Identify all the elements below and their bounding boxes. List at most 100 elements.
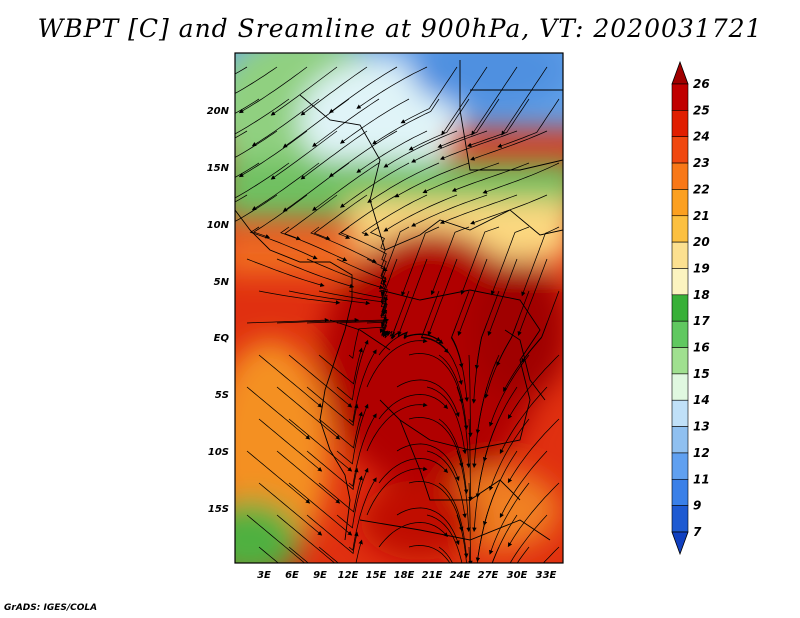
streamline xyxy=(288,354,353,408)
lat-label: EQ xyxy=(214,333,230,344)
colorbar-swatch xyxy=(671,110,689,138)
streamline xyxy=(361,194,428,236)
streamline xyxy=(411,194,488,227)
streamline xyxy=(276,514,336,563)
lon-label: 6E xyxy=(285,570,299,581)
streamline xyxy=(472,386,488,469)
streamline xyxy=(235,162,290,199)
colorbar-label: 26 xyxy=(693,77,710,91)
colorbar-swatch xyxy=(671,162,689,190)
colorbar-swatch xyxy=(671,136,689,164)
streamline xyxy=(468,418,473,502)
streamline xyxy=(396,379,460,418)
streamline xyxy=(397,258,428,337)
streamline xyxy=(411,130,488,163)
streamline xyxy=(300,130,368,180)
colorbar-label: 19 xyxy=(693,261,710,275)
latitude-axis: 20N 15N 10N 5N EQ 5S 10S 15S xyxy=(207,106,230,515)
streamline xyxy=(438,418,469,495)
streamline xyxy=(408,481,464,532)
colorbar-label: 15 xyxy=(693,367,710,381)
streamline xyxy=(466,98,530,147)
streamline xyxy=(276,317,360,324)
colorbar-label: 12 xyxy=(693,446,710,460)
streamline xyxy=(456,450,471,533)
streamline xyxy=(460,226,500,295)
streamline xyxy=(470,194,548,225)
streamline xyxy=(468,546,470,563)
streamline xyxy=(258,354,323,408)
streamline xyxy=(318,539,363,563)
streamline xyxy=(288,482,353,536)
streamline xyxy=(468,354,473,438)
streamlines xyxy=(235,66,560,563)
streamline xyxy=(336,258,389,303)
lat-label: 10N xyxy=(207,220,230,231)
streamline xyxy=(313,194,368,240)
streamline xyxy=(396,507,460,546)
streamline xyxy=(366,466,428,516)
streamline xyxy=(367,162,440,203)
streamline xyxy=(284,194,338,241)
streamline xyxy=(249,226,318,260)
streamline xyxy=(369,226,387,285)
streamline xyxy=(238,130,308,178)
streamline xyxy=(235,66,278,94)
grads-credit: GrADS: IGES/COLA xyxy=(4,603,98,613)
streamline xyxy=(456,386,471,469)
streamline xyxy=(258,290,341,305)
streamline xyxy=(306,514,359,555)
streamline xyxy=(489,482,530,555)
colorbar-label: 20 xyxy=(693,235,710,249)
streamline xyxy=(258,482,323,536)
streamline xyxy=(517,258,548,337)
streamline xyxy=(306,450,359,491)
colorbar-label: 25 xyxy=(693,103,710,117)
streamline xyxy=(426,450,467,519)
streamline xyxy=(507,482,560,548)
streamline xyxy=(310,226,377,263)
map-frame xyxy=(234,52,564,564)
streamline xyxy=(430,226,470,296)
streamline xyxy=(426,386,467,455)
streamline xyxy=(470,130,548,161)
streamline xyxy=(489,418,530,491)
streamline xyxy=(312,98,380,147)
streamline xyxy=(348,326,391,359)
streamline xyxy=(408,545,451,563)
streamline xyxy=(270,130,338,180)
streamline xyxy=(318,290,388,314)
streamline xyxy=(439,194,518,224)
colorbar-swatch xyxy=(671,347,689,375)
lon-label: 21E xyxy=(422,570,443,581)
colorbar-arrow-bottom xyxy=(671,531,689,556)
lat-label: 15N xyxy=(207,163,230,174)
streamline xyxy=(501,66,548,136)
streamline xyxy=(394,162,470,198)
streamline xyxy=(336,339,369,401)
colorbar-swatch xyxy=(671,478,689,506)
streamline xyxy=(497,98,560,148)
colorbar-swatch xyxy=(671,505,689,533)
streamline xyxy=(366,402,428,452)
streamline xyxy=(336,403,369,465)
streamline xyxy=(491,546,500,563)
streamline xyxy=(338,194,398,239)
streamline xyxy=(499,450,548,518)
streamline xyxy=(378,522,449,548)
colorbar-label: 23 xyxy=(693,156,710,170)
lat-label: 5S xyxy=(215,390,229,401)
lon-label: 12E xyxy=(338,570,359,581)
streamline xyxy=(348,349,377,423)
streamline xyxy=(521,226,560,297)
streamline xyxy=(499,386,548,454)
colorbar-label: 13 xyxy=(693,420,710,434)
streamline xyxy=(306,386,359,427)
streamline xyxy=(396,443,460,482)
streamline xyxy=(300,66,368,116)
streamline xyxy=(340,226,388,272)
streamline xyxy=(507,354,560,420)
streamline xyxy=(372,98,440,145)
streamline xyxy=(390,322,441,342)
streamline xyxy=(328,66,398,114)
